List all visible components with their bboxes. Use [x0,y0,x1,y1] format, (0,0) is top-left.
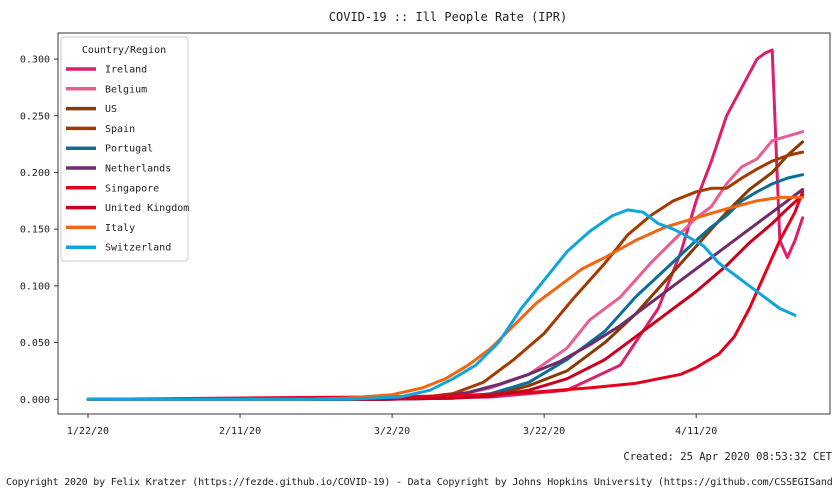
legend: Country/Region Ireland Belgium US Spain Port… [60,36,189,262]
legend-label-spain: Spain [105,124,135,135]
legend-box [60,36,189,262]
x-tick-label: 4/11/20 [675,426,717,437]
legend-label-portugal: Portugal [105,144,153,155]
y-tick-label: 0.300 [20,55,50,66]
x-axis: 1/22/20 2/11/20 3/2/20 3/22/20 4/11/20 [67,414,717,437]
series-lines [86,48,805,401]
chart: COVID-19 :: Ill People Rate (IPR) 1/22/2… [20,10,831,437]
y-tick-label: 0.250 [20,111,50,122]
plot-frame [57,32,831,415]
chart-title: COVID-19 :: Ill People Rate (IPR) [329,10,567,24]
legend-label-us: US [105,104,117,115]
series-line-belgium [86,130,805,401]
series-line-italy [86,195,805,401]
y-tick-label: 0.050 [20,338,50,349]
series-line-ireland [86,48,805,401]
legend-label-italy: Italy [105,223,135,234]
legend-label-belgium: Belgium [105,84,147,95]
y-tick-label: 0.200 [20,168,50,179]
created-timestamp: Created: 25 Apr 2020 08:53:32 CET [623,451,832,463]
legend-title: Country/Region [82,45,166,56]
series-line-singapore [86,190,805,401]
copyright-notice: Copyright 2020 by Felix Kratzer (https:/… [6,477,832,488]
series-line-switzerland [86,208,797,401]
y-tick-label: 0.000 [20,395,50,406]
legend-label-netherlands: Netherlands [105,164,171,175]
series-line-united-kingdom [86,193,805,401]
y-tick-label: 0.150 [20,225,50,236]
x-tick-label: 1/22/20 [67,426,109,437]
legend-label-singapore: Singapore [105,183,159,194]
legend-label-switzerland: Switzerland [105,243,171,254]
y-axis: 0.000 0.050 0.100 0.150 0.200 0.250 0.300 [20,55,58,406]
x-tick-label: 3/22/20 [523,426,565,437]
legend-label-united-kingdom: United Kingdom [105,203,189,214]
x-tick-label: 2/11/20 [219,426,261,437]
legend-label-ireland: Ireland [105,65,147,76]
series-line-spain [86,150,805,401]
x-tick-label: 3/2/20 [374,426,410,437]
y-tick-label: 0.100 [20,281,50,292]
